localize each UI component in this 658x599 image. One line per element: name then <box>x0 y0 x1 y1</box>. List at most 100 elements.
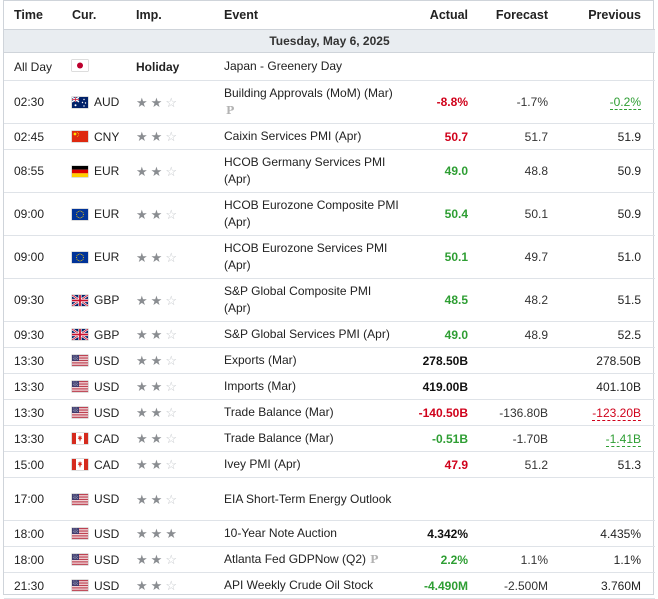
header-event[interactable]: Event <box>224 1 406 30</box>
table-row[interactable]: 02:45 CNY ★ ★ ☆ Caixin Services PMI (Apr) 50.7… <box>4 123 655 150</box>
row-actual: -0.51B <box>406 425 476 452</box>
table-row[interactable]: 13:30 USD ★ ★ ☆ Imports (Mar) 419.00B 401.10B <box>4 373 655 400</box>
row-actual: -8.8% <box>406 80 476 124</box>
row-event-text[interactable]: Atlanta Fed GDPNow (Q2) <box>224 552 367 566</box>
row-event-line[interactable]: Caixin Services PMI (Apr) <box>224 128 402 145</box>
row-event[interactable]: HCOB Eurozone Services PMI (Apr) <box>224 235 406 279</box>
star-filled-icon: ★ <box>150 431 163 446</box>
row-event-line[interactable]: Ivey PMI (Apr) <box>224 456 402 473</box>
row-event-text[interactable]: (Apr) <box>224 258 251 272</box>
table-row[interactable]: 09:00 EUR ★ ★ ☆ HCOB Eurozone Composite PMI (A… <box>4 192 655 236</box>
row-event[interactable]: Trade Balance (Mar) <box>224 425 406 452</box>
row-event[interactable]: Building Approvals (MoM) (Mar) P <box>224 80 406 124</box>
row-event-text[interactable]: Trade Balance (Mar) <box>224 405 334 419</box>
table-row[interactable]: 18:00 USD ★ ★ ★ 10-Year Note Auction 4.342% 4.4… <box>4 520 655 547</box>
row-importance: ★ ★ ☆ <box>136 477 224 521</box>
header-currency[interactable]: Cur. <box>72 1 136 30</box>
row-forecast: 1.1% <box>476 546 556 573</box>
row-event-text[interactable]: (Apr) <box>224 301 251 315</box>
row-event[interactable]: Ivey PMI (Apr) <box>224 451 406 478</box>
table-row[interactable]: 17:00 USD ★ ★ ☆ EIA Short-Term Energy Outlook <box>4 477 655 521</box>
row-event[interactable]: Exports (Mar) <box>224 347 406 374</box>
holiday-row[interactable]: All Day Holiday Japan - Greenery Day <box>4 52 655 81</box>
row-event-text[interactable]: HCOB Eurozone Composite PMI <box>224 198 399 212</box>
row-event[interactable]: API Weekly Crude Oil Stock <box>224 572 406 599</box>
row-event-line[interactable]: HCOB Germany Services PMI <box>224 154 402 171</box>
row-previous[interactable]: -123.20B <box>592 405 641 421</box>
header-time[interactable]: Time <box>4 1 72 30</box>
row-event-text[interactable]: (Apr) <box>224 172 251 186</box>
row-event-text[interactable]: Trade Balance (Mar) <box>224 431 334 445</box>
table-row[interactable]: 18:00 USD ★ ★ ☆ Atlanta Fed GDPNow (Q2) P 2.2% 1… <box>4 546 655 573</box>
row-event-line[interactable]: 10-Year Note Auction <box>224 525 402 542</box>
table-row[interactable]: 09:30 GBP ★ ★ ☆ S&P Global Composite PMI (Apr)… <box>4 278 655 322</box>
row-event-line[interactable]: Trade Balance (Mar) <box>224 404 402 421</box>
row-event[interactable]: 10-Year Note Auction <box>224 520 406 547</box>
holiday-event[interactable]: Japan - Greenery Day <box>224 52 406 81</box>
table-row[interactable]: 09:30 GBP ★ ★ ☆ S&P Global Services PMI (Apr)… <box>4 321 655 348</box>
row-event-text[interactable]: API Weekly Crude Oil Stock <box>224 578 374 592</box>
star-filled-icon: ★ <box>136 431 148 446</box>
row-event-line[interactable]: S&P Global Services PMI (Apr) <box>224 326 402 343</box>
table-row[interactable]: 08:55 EUR ★ ★ ☆ HCOB Germany Services PMI (Apr… <box>4 149 655 193</box>
row-time: 18:00 <box>4 520 72 547</box>
row-event-line[interactable]: Atlanta Fed GDPNow (Q2) P <box>224 551 402 568</box>
row-previous[interactable]: -1.41B <box>605 431 641 447</box>
table-row[interactable]: 15:00 CAD ★ ★ ☆ Ivey PMI (Apr) 47.9 51.2 51.3 <box>4 451 655 478</box>
star-empty-icon: ☆ <box>165 552 177 567</box>
row-event[interactable]: Atlanta Fed GDPNow (Q2) P <box>224 546 406 573</box>
row-event-text[interactable]: EIA Short-Term Energy Outlook <box>224 491 392 506</box>
row-event-text[interactable]: HCOB Germany Services PMI <box>224 155 386 169</box>
row-event-text[interactable]: 10-Year Note Auction <box>224 526 337 540</box>
row-event-line[interactable]: API Weekly Crude Oil Stock <box>224 577 402 594</box>
star-filled-icon: ★ <box>136 206 148 222</box>
table-row[interactable]: 02:30 AUD ★ ★ ☆ Building Approvals (MoM) (Mar… <box>4 80 655 124</box>
row-time: 08:55 <box>4 149 72 193</box>
row-event-text[interactable]: Caixin Services PMI (Apr) <box>224 129 362 143</box>
star-filled-icon: ★ <box>150 526 163 541</box>
row-event[interactable]: S&P Global Services PMI (Apr) <box>224 321 406 348</box>
row-event-text[interactable]: S&P Global Services PMI (Apr) <box>224 327 390 341</box>
header-importance[interactable]: Imp. <box>136 1 224 30</box>
row-event-line[interactable]: HCOB Eurozone Composite PMI <box>224 197 402 214</box>
header-previous[interactable]: Previous <box>556 1 655 30</box>
row-event[interactable]: HCOB Eurozone Composite PMI (Apr) <box>224 192 406 236</box>
row-event-line[interactable]: Building Approvals (MoM) (Mar) <box>224 85 402 102</box>
table-row[interactable]: 09:00 EUR ★ ★ ☆ HCOB Eurozone Services PMI (Ap… <box>4 235 655 279</box>
row-event-text[interactable]: Exports (Mar) <box>224 353 297 367</box>
header-forecast[interactable]: Forecast <box>476 1 556 30</box>
row-event-text[interactable]: S&P Global Composite PMI <box>224 284 372 298</box>
canada-flag-icon <box>72 433 88 444</box>
row-event-line[interactable]: (Apr) <box>224 257 402 274</box>
row-event-line[interactable]: EIA Short-Term Energy Outlook <box>224 491 402 508</box>
row-event-line[interactable]: HCOB Eurozone Services PMI <box>224 240 402 257</box>
row-previous[interactable]: -0.2% <box>609 95 641 110</box>
table-row[interactable]: 13:30 CAD ★ ★ ☆ Trade Balance (Mar) -0.51B -1.7… <box>4 425 655 452</box>
row-event-line[interactable]: S&P Global Composite PMI <box>224 283 402 300</box>
header-actual[interactable]: Actual <box>406 1 476 30</box>
row-previous: 52.5 <box>617 327 641 342</box>
row-event-line[interactable]: Imports (Mar) <box>224 378 402 395</box>
table-row[interactable]: 13:30 USD ★ ★ ☆ Trade Balance (Mar) -140.50B -1… <box>4 399 655 426</box>
row-event-text[interactable]: (Apr) <box>224 215 251 229</box>
star-filled-icon: ★ <box>136 526 148 541</box>
row-event[interactable]: Imports (Mar) <box>224 373 406 400</box>
star-empty-icon: ☆ <box>165 129 177 144</box>
row-event-line[interactable]: Exports (Mar) <box>224 352 402 369</box>
table-row[interactable]: 13:30 USD ★ ★ ☆ Exports (Mar) 278.50B 278.50B <box>4 347 655 374</box>
row-event[interactable]: S&P Global Composite PMI (Apr) <box>224 278 406 322</box>
table-row[interactable]: 21:30 USD ★ ★ ☆ API Weekly Crude Oil Stock -4.… <box>4 572 655 599</box>
row-event-text[interactable]: Ivey PMI (Apr) <box>224 457 301 471</box>
row-event[interactable]: Trade Balance (Mar) <box>224 399 406 426</box>
row-event-text[interactable]: Imports (Mar) <box>224 379 296 393</box>
row-event[interactable]: HCOB Germany Services PMI (Apr) <box>224 149 406 193</box>
row-event[interactable]: Caixin Services PMI (Apr) <box>224 123 406 150</box>
row-event-text[interactable]: HCOB Eurozone Services PMI <box>224 241 388 255</box>
row-event-line[interactable]: (Apr) <box>224 214 402 231</box>
row-actual: 48.5 <box>406 278 476 322</box>
row-event-line[interactable]: Trade Balance (Mar) <box>224 430 402 447</box>
row-event-line[interactable]: (Apr) <box>224 300 402 317</box>
row-event-text[interactable]: Building Approvals (MoM) (Mar) <box>224 86 393 100</box>
row-event-line[interactable]: (Apr) <box>224 171 402 188</box>
row-event[interactable]: EIA Short-Term Energy Outlook <box>224 477 406 521</box>
